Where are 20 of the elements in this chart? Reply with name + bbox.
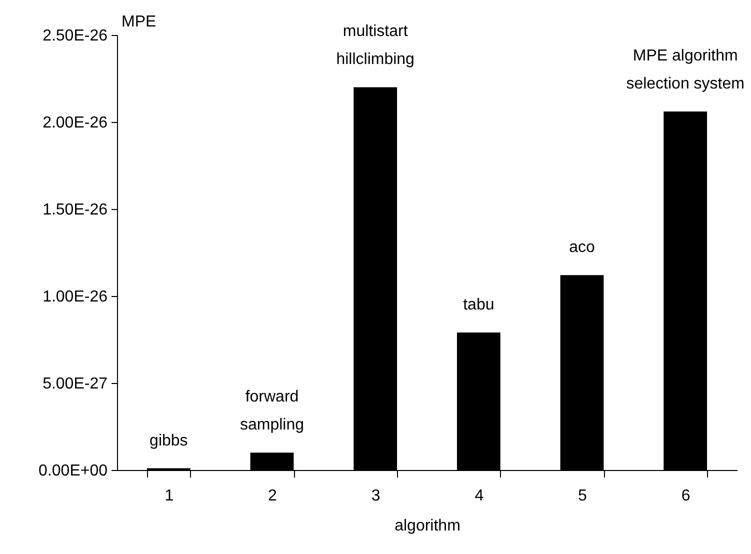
- annotation: multistart hillclimbing: [336, 23, 414, 68]
- x-tick-label: 6: [681, 488, 690, 504]
- x-tick-label: 5: [578, 488, 588, 504]
- annotation: forward sampling: [240, 388, 304, 434]
- y-tick-label: 5.00E-27: [42, 376, 108, 392]
- y-axis-title: MPE: [122, 14, 156, 30]
- annotation: aco: [569, 239, 595, 256]
- y-tick-label: 2.00E-26: [42, 114, 108, 132]
- y-tick-label: 1.50E-26: [42, 202, 108, 218]
- x-tick-label: 1: [164, 488, 174, 504]
- annotation: gibbs: [150, 432, 188, 450]
- x-tick-label: 2: [268, 488, 278, 504]
- y-tick-label: 0.00E+00: [38, 462, 108, 480]
- x-axis-title: algorithm: [394, 518, 460, 534]
- annotation: tabu: [463, 296, 494, 314]
- x-tick-label: 3: [371, 488, 380, 504]
- y-tick-label: 2.50E-26: [42, 28, 108, 44]
- y-tick-label: 1.00E-26: [42, 288, 108, 306]
- x-tick-label: 4: [474, 488, 484, 504]
- annotation: MPE algorithm selection system: [626, 48, 744, 93]
